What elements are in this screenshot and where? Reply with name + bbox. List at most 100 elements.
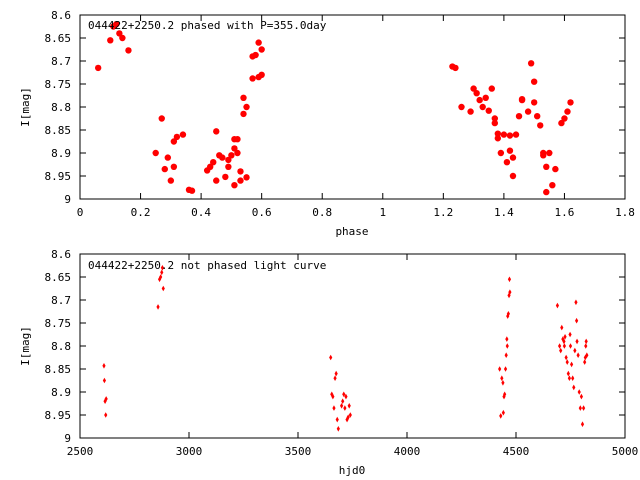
phased-x-tick-label: 1.2 [433,206,453,219]
phased-data-point [255,39,262,46]
unphased-data-point [102,362,106,369]
unphased-data-point [329,354,333,361]
unphased-x-tick-label: 5000 [612,445,639,458]
unphased-data-point [574,299,578,306]
unphased-y-axis-label: I[mag] [19,326,32,366]
phased-data-point [552,165,559,173]
unphased-x-axis-label: hjd0 [339,464,366,477]
unphased-y-tick-label: 8.75 [45,317,72,330]
phased-data-point [476,96,483,104]
phased-data-point [158,115,165,122]
unphased-data-point [103,398,107,404]
phased-y-tick-label: 8.85 [45,124,72,137]
unphased-data-point [344,393,348,400]
unphased-data-point [569,361,574,368]
phased-x-tick-label: 1.4 [494,206,514,219]
unphased-y-tick-label: 9 [64,432,71,445]
unphased-x-ticks: 2500 3000 3500 4000 4500 5000 [67,254,639,458]
phased-data-point [491,119,499,127]
phased-data-point [497,149,505,157]
unphased-data-point [505,336,509,342]
phased-x-tick-label: 0.8 [312,206,332,219]
phased-data-point [167,177,175,184]
phased-data-point [506,147,514,154]
unphased-data-point [562,338,566,345]
phased-y-tick-label: 8.8 [51,101,71,114]
phased-data-point [258,46,265,53]
phased-data-point [243,174,250,181]
phased-x-tick-label: 0.6 [252,206,272,219]
unphased-data-point [159,274,163,280]
unphased-data-point [348,412,352,418]
unphased-y-tick-label: 8.6 [51,248,71,261]
unphased-data-point [330,391,334,398]
unphased-plot-frame [79,253,626,439]
unphased-data-point [104,396,108,402]
phased-chart-title: 044422+2250.2 phased with P=355.0day [88,19,327,32]
unphased-data-point [343,405,347,411]
phased-data-point [206,163,214,170]
phased-x-ticks: 0 0.2 0.4 0.6 0.8 1 1.2 1.4 1.6 1.8 [77,15,635,219]
unphased-data-point [156,304,160,310]
phased-data-point [503,159,511,166]
phased-data-point [561,115,568,122]
unphased-y-tick-label: 8.8 [51,340,71,353]
unphased-data-point [583,354,587,361]
phased-data-point [485,107,492,114]
unphased-data-point [558,343,562,349]
phased-data-point [467,108,474,115]
unphased-data-point [501,380,505,386]
unphased-data-point [555,302,560,309]
phased-y-tick-label: 8.95 [45,170,72,183]
phased-data-point [533,113,541,120]
unphased-data-point [347,403,351,409]
phased-data-point [509,172,517,180]
phased-x-tick-label: 1 [379,206,386,219]
unphased-data-point [573,347,577,354]
phased-data-point [213,128,220,135]
phased-data-point [152,149,159,157]
unphased-data-point [578,405,582,411]
phased-data-point [452,64,459,72]
phased-data-point [530,78,538,85]
phased-data-point [113,21,120,28]
unphased-data-point [583,359,587,365]
unphased-data-point [584,343,588,349]
phased-data-point [546,149,553,157]
unphased-data-point [568,343,573,349]
phased-data-point [219,154,226,161]
unphased-data-point [342,391,346,398]
phased-data-point [225,163,232,170]
phased-data-point [213,177,220,184]
phased-data-point [225,156,232,164]
phased-data-point [558,119,565,127]
phased-y-axis-label: I[mag] [19,87,32,127]
unphased-data-point [581,405,586,411]
unphased-y-ticks: 8.6 8.65 8.7 8.75 8.8 8.85 8.9 8.95 9 [45,248,625,445]
unphased-data-point [508,289,512,295]
unphased-data-point [334,370,338,377]
unphased-data-point [506,311,510,317]
phased-data-point [125,47,132,54]
unphased-data-point [572,384,576,391]
unphased-points [102,265,589,432]
unphased-data-point [345,416,349,423]
unphased-data-point [498,366,502,372]
unphased-data-point [577,389,581,395]
phased-data-point [488,85,495,92]
phased-data-point [509,154,517,161]
phased-data-point [231,182,238,189]
unphased-data-point [341,398,345,404]
phased-data-point [237,177,244,184]
unphased-data-point [562,343,566,349]
unphased-data-point [502,393,506,400]
phased-x-tick-label: 1.8 [615,206,635,219]
unphased-data-point [333,375,337,381]
phased-data-point [173,133,181,141]
unphased-data-point [585,352,589,358]
unphased-data-point [580,421,585,427]
unphased-x-tick-label: 2500 [67,445,94,458]
phased-y-ticks: 8.6 8.65 8.7 8.75 8.8 8.85 8.9 8.95 9 [45,9,625,206]
phased-data-point [567,99,574,106]
